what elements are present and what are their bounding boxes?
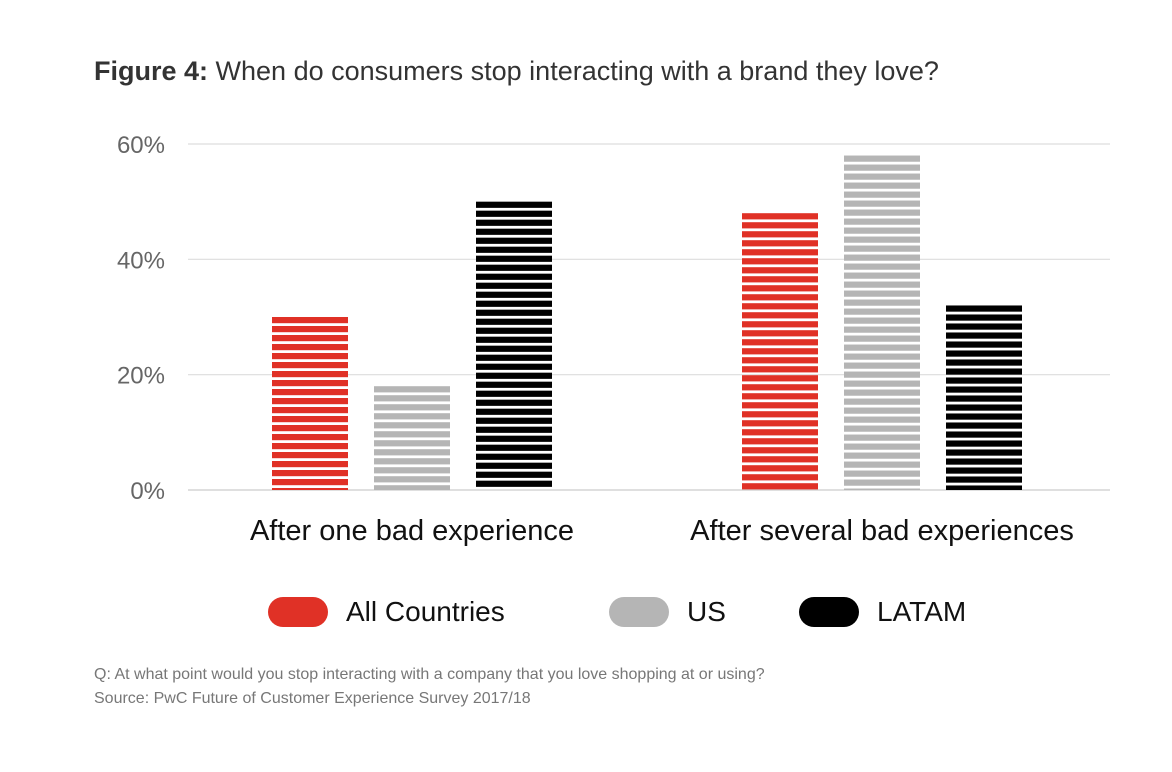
- legend-item-all-countries: All Countries: [268, 590, 505, 634]
- bar-us: [844, 155, 920, 490]
- legend-item-us: US: [609, 590, 726, 634]
- legend-label-latam: LATAM: [877, 596, 967, 627]
- source-note: Source: PwC Future of Customer Experienc…: [94, 690, 531, 707]
- figure-number: Figure 4:: [94, 56, 209, 86]
- bar-all-countries: [272, 317, 348, 490]
- y-tick-label: 0%: [130, 478, 165, 505]
- bar-latam: [946, 305, 1022, 490]
- legend-label-all-countries: All Countries: [346, 596, 505, 627]
- chart-title: Figure 4: When do consumers stop interac…: [94, 56, 939, 87]
- figure-title-text: When do consumers stop interacting with …: [215, 56, 939, 86]
- bar-us: [374, 386, 450, 490]
- bar-all-countries: [742, 213, 818, 490]
- y-tick-label: 20%: [117, 363, 165, 390]
- legend-item-latam: LATAM: [799, 590, 966, 634]
- legend-swatch-all-countries: [268, 597, 328, 627]
- legend-swatch-us: [609, 597, 669, 627]
- y-tick-label: 40%: [117, 247, 165, 274]
- x-category-label: After one bad experience: [250, 515, 574, 547]
- y-tick-label: 60%: [117, 132, 165, 159]
- bar-chart: 0% 20% 40% 60% After one bad experience After…: [117, 132, 1110, 547]
- legend-swatch-latam: [799, 597, 859, 627]
- legend: All Countries US LATAM: [0, 590, 1172, 634]
- survey-question: Q: At what point would you stop interact…: [94, 666, 765, 683]
- bar-latam: [476, 201, 552, 487]
- legend-label-us: US: [687, 596, 726, 627]
- x-category-label: After several bad experiences: [690, 515, 1074, 547]
